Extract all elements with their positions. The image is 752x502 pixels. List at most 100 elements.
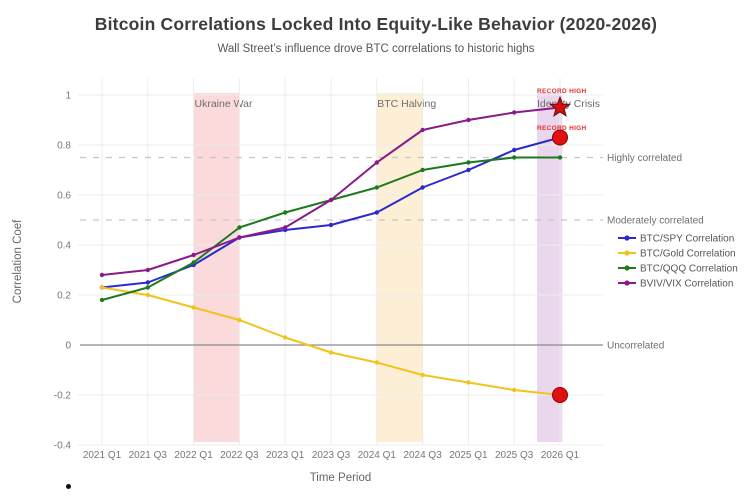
x-tick-2025-q1: 2025 Q1	[449, 450, 488, 461]
data-point-btc-qqq-correlation-2025-q3	[512, 155, 517, 160]
data-point-btc-gold-correlation-2022-q3	[237, 317, 242, 323]
data-point-btc-gold-correlation-2023-q3	[328, 350, 334, 355]
reference-label-moderately-correlated: Moderately correlated	[607, 216, 704, 227]
y-tick-0-6: 0.6	[57, 191, 71, 202]
y-tick-0-2: -0.2	[54, 391, 72, 402]
x-tick-2025-q3: 2025 Q3	[495, 450, 534, 461]
reference-label-uncorrelated: Uncorrelated	[607, 341, 664, 352]
data-point-btc-qqq-correlation-2022-q1	[191, 260, 196, 265]
chart-subtitle: Wall Street’s influence drove BTC correl…	[217, 43, 535, 55]
data-point-bviv-vix-correlation-2023-q1	[283, 225, 288, 230]
reference-line-moderately-correlated: Moderately correlated	[80, 216, 704, 227]
legend-item-btc-gold-correlation: BTC/Gold Correlation	[618, 249, 736, 260]
legend-label: BTC/Gold Correlation	[640, 249, 736, 260]
band-ukraine-war: Ukraine War	[193, 93, 253, 442]
x-tick-2024-q1: 2024 Q1	[358, 450, 397, 461]
data-point-btc-qqq-correlation-2024-q3	[420, 167, 425, 173]
data-point-btc-gold-correlation-2025-q1	[466, 380, 471, 385]
axis-ticks: 2021 Q1 2021 Q3 2022 Q1 2022 Q3 2023 Q1 2023 …	[54, 91, 580, 462]
data-point-btc-gold-correlation-2024-q1	[374, 360, 379, 365]
series-btc-gold-correlation	[99, 285, 563, 398]
x-tick-2022-q3: 2022 Q3	[220, 450, 259, 461]
list-bullet-dot	[66, 484, 71, 489]
data-point-bviv-vix-correlation-2025-q3	[512, 110, 517, 115]
data-point-btc-spy-correlation-2023-q3	[328, 222, 334, 228]
legend-label: BVIV/VIX Correlation	[640, 279, 733, 290]
record-high-dot-icon	[552, 387, 568, 403]
band-rect-btc-halving	[376, 93, 423, 442]
y-tick-0: 0	[65, 341, 71, 352]
x-tick-2026-q1: 2026 Q1	[541, 450, 580, 461]
legend-marker-icon	[624, 280, 630, 286]
x-tick-2021-q3: 2021 Q3	[129, 450, 168, 461]
data-point-btc-qqq-correlation-2021-q1	[99, 297, 105, 303]
legend-marker-icon	[624, 250, 630, 256]
annotation-bviv-vix-correlation: RECORD HIGH	[537, 88, 587, 117]
record-high-dot-icon	[552, 129, 568, 146]
data-point-btc-spy-correlation-2024-q3	[420, 185, 425, 190]
data-point-btc-qqq-correlation-2025-q1	[466, 160, 471, 165]
data-point-btc-qqq-correlation-2023-q1	[283, 210, 288, 215]
x-tick-2024-q3: 2024 Q3	[403, 450, 442, 461]
data-point-bviv-vix-correlation-2024-q3	[420, 127, 425, 133]
data-point-btc-gold-correlation-2022-q1	[191, 305, 196, 310]
data-point-btc-gold-correlation-2023-q1	[283, 335, 288, 340]
legend-label: BTC/QQQ Correlation	[640, 264, 738, 275]
data-point-btc-gold-correlation-2025-q3	[512, 387, 517, 393]
legend-item-btc-spy-correlation: BTC/SPY Correlation	[618, 234, 734, 245]
data-point-bviv-vix-correlation-2025-q1	[466, 117, 471, 123]
data-point-btc-qqq-correlation-2021-q3	[145, 285, 150, 290]
data-point-bviv-vix-correlation-2022-q1	[191, 252, 196, 258]
legend-marker-icon	[624, 235, 630, 241]
data-point-btc-gold-correlation-2021-q1	[99, 285, 105, 290]
x-axis-title: Time Period	[310, 472, 372, 484]
y-tick-0-8: 0.8	[57, 141, 71, 152]
data-point-btc-qqq-correlation-2026-q1	[557, 155, 563, 160]
data-point-btc-qqq-correlation-2024-q1	[374, 185, 379, 190]
data-point-btc-gold-correlation-2021-q3	[145, 292, 150, 298]
record-high-label-0: RECORD HIGH	[537, 88, 587, 95]
y-tick-0-4: 0.4	[57, 241, 71, 252]
data-point-btc-spy-correlation-2025-q1	[466, 167, 471, 173]
x-tick-2023-q1: 2023 Q1	[266, 450, 305, 461]
x-tick-2022-q1: 2022 Q1	[174, 450, 213, 461]
reference-line-uncorrelated: Uncorrelated	[80, 341, 664, 352]
data-point-bviv-vix-correlation-2021-q3	[145, 267, 150, 273]
gridlines	[78, 78, 603, 446]
annotation-btc-gold-correlation	[552, 387, 568, 403]
reference-label-highly-correlated: Highly correlated	[607, 153, 682, 164]
data-point-bviv-vix-correlation-2021-q1	[99, 272, 105, 278]
record-high-star-icon	[548, 95, 572, 117]
annotation-btc-spy-correlation: RECORD HIGH	[537, 125, 587, 146]
record-high-label-1: RECORD HIGH	[537, 125, 587, 132]
legend-label: BTC/SPY Correlation	[640, 234, 734, 245]
y-axis-title: Correlation Coef	[12, 219, 24, 304]
band-identity-crisis: Identity Crisis	[537, 93, 600, 442]
band-label-ukraine-war: Ukraine War	[195, 98, 253, 110]
x-tick-2023-q3: 2023 Q3	[312, 450, 351, 461]
legend-marker-icon	[624, 265, 630, 271]
data-point-btc-spy-correlation-2024-q1	[374, 210, 379, 215]
chart-title: Bitcoin Correlations Locked Into Equity-…	[94, 14, 658, 34]
band-label-btc-halving: BTC Halving	[377, 98, 436, 110]
data-point-bviv-vix-correlation-2024-q1	[374, 160, 379, 165]
data-point-bviv-vix-correlation-2023-q3	[328, 197, 334, 203]
x-tick-2021-q1: 2021 Q1	[83, 450, 122, 461]
data-point-btc-spy-correlation-2025-q3	[512, 147, 517, 153]
y-tick-0-4: -0.4	[54, 441, 72, 452]
data-point-btc-spy-correlation-2021-q3	[145, 280, 150, 285]
data-point-btc-qqq-correlation-2022-q3	[237, 225, 242, 230]
data-point-bviv-vix-correlation-2022-q3	[237, 235, 242, 240]
band-rect-identity-crisis	[537, 93, 563, 442]
legend: BTC/SPY Correlation BTC/Gold Correlation B…	[618, 234, 738, 290]
reference-line-highly-correlated: Highly correlated	[80, 153, 682, 164]
band-rect-ukraine-war	[193, 93, 240, 442]
data-point-btc-gold-correlation-2024-q3	[420, 372, 425, 378]
series-bviv-vix-correlation	[99, 105, 563, 278]
legend-item-bviv-vix-correlation: BVIV/VIX Correlation	[618, 279, 733, 290]
y-tick-0-2: 0.2	[57, 291, 71, 302]
y-tick-1: 1	[65, 91, 71, 102]
band-btc-halving: BTC Halving	[376, 93, 436, 442]
